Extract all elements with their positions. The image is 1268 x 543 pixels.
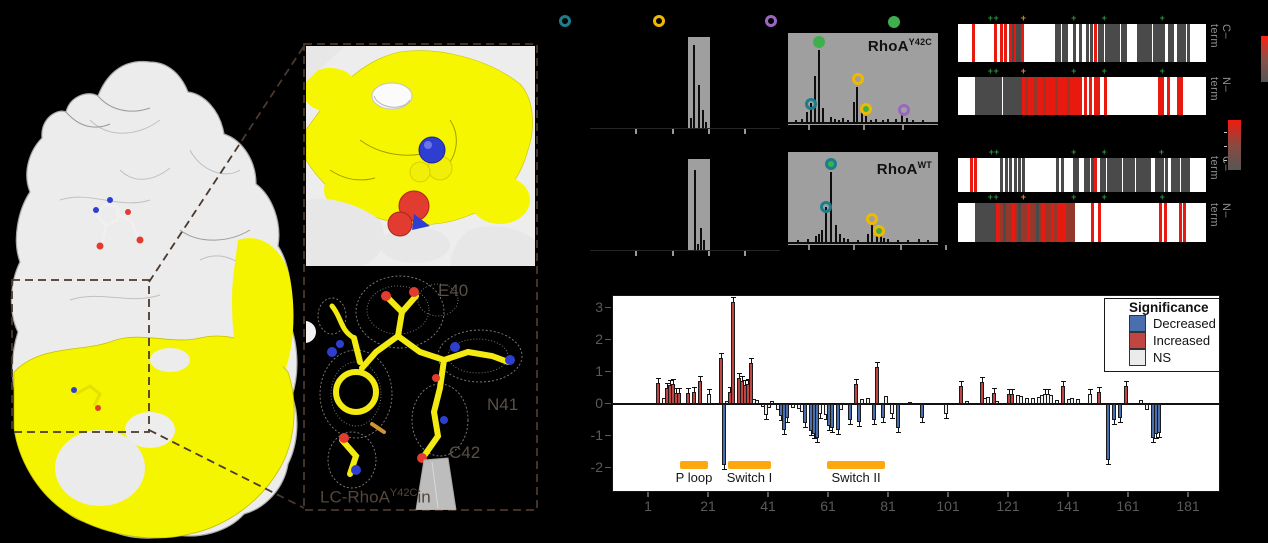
- barcode-label-nterm-2: N–term: [1208, 203, 1232, 227]
- legend-label-increased: Increased: [1153, 333, 1211, 348]
- legend-marker-yellow-ring-icon: [653, 15, 665, 27]
- residue-label-c42: C42: [449, 443, 481, 462]
- modification-mark-icon: +: [1159, 66, 1165, 76]
- legend-swatch-ns: [1129, 349, 1146, 366]
- peak-marker-yellow-green-icon: [873, 225, 885, 237]
- modification-mark-icon: +: [1101, 13, 1107, 23]
- connector-line-bottom: [148, 429, 305, 509]
- modification-mark-icon: +: [988, 147, 995, 157]
- barcode-panel-nterm-y42c: + + + + + +: [958, 67, 1206, 115]
- zoom-spectrum-y42c: RhoAY42C: [788, 33, 938, 130]
- nitrogen-sphere: [418, 136, 446, 164]
- surface-pocket: [371, 82, 413, 110]
- peak-marker-teal-green-icon: [825, 158, 837, 170]
- legend-swatch-increased: [1129, 332, 1146, 349]
- connector-line-top: [148, 45, 305, 283]
- modification-mark-icon: +: [993, 13, 999, 23]
- peak-marker-yellow-icon: [866, 213, 878, 225]
- legend-label-ns: NS: [1153, 350, 1172, 365]
- modification-mark-icon: +: [1101, 147, 1107, 157]
- barcode-label-nterm-1: N–term: [1208, 77, 1232, 101]
- legend-marker-green-dot-icon: [888, 16, 900, 28]
- modification-mark-icon: +: [987, 13, 994, 23]
- oxygen-sphere: [387, 211, 413, 237]
- colorbar-clipped-icon: [1261, 36, 1268, 82]
- modification-mark-icon: +: [1159, 13, 1165, 23]
- modification-mark-icon: +: [1158, 147, 1165, 157]
- zoom-spectrum-wt: RhoAWT: [788, 152, 947, 250]
- modification-mark-icon: +: [1020, 192, 1026, 202]
- protein-surface: [10, 60, 298, 539]
- legend-marker-teal-ring-icon: [559, 15, 571, 27]
- significance-legend: Significance Decreased Increased NS: [1104, 298, 1219, 372]
- residue-sticks-small: [71, 384, 102, 411]
- full-spectrum-y42c: [590, 35, 780, 134]
- modification-mark-icon: +: [993, 66, 999, 76]
- peak-marker-yellow-green-icon: [860, 103, 872, 115]
- region-label: Switch II: [831, 470, 881, 485]
- spectrum-title-wt: RhoAWT: [876, 160, 932, 178]
- barcode-panel-nterm-wt: + + + + + +: [958, 193, 1206, 242]
- zero-line: [613, 403, 1219, 405]
- colorbar-intensity-icon: [1228, 120, 1241, 170]
- legend-label-decreased: Decreased: [1153, 316, 1216, 331]
- selection-box: [11, 279, 150, 433]
- modification-mark-icon: +: [1071, 13, 1077, 23]
- inset-surface-closeup: [306, 46, 535, 266]
- modification-mark-icon: +: [1020, 13, 1026, 23]
- modification-mark-icon: +: [993, 192, 999, 202]
- modification-mark-icon: +: [987, 66, 994, 76]
- region-label: Switch I: [726, 470, 773, 485]
- protein-structure-panel: [10, 43, 538, 539]
- modification-mark-icon: +: [1071, 147, 1077, 157]
- ribbon-strand: [415, 457, 457, 510]
- modification-mark-icon: +: [1071, 66, 1077, 76]
- modification-mark-icon: +: [993, 147, 1000, 157]
- residue-label-n41: N41: [487, 395, 519, 414]
- peak-marker-teal-icon: [820, 201, 832, 213]
- modification-mark-icon: +: [1159, 192, 1165, 202]
- modification-mark-icon: +: [987, 192, 994, 202]
- spectrum-title-y42c: RhoAY42C: [867, 37, 932, 55]
- deuterium-difference-chart: 3 2 1 0 -1 -2 1 21 41 61 81 101 121 141 161 181 P loop…: [575, 290, 1235, 543]
- residue-label-e40: E40: [438, 281, 469, 300]
- inset-frame: [303, 43, 538, 511]
- inset-caption: LC-RhoAY42Cin: [320, 487, 431, 507]
- peak-marker-yellow-icon: [852, 73, 864, 85]
- nitrogen-atoms: [327, 340, 515, 475]
- barcode-panel-cterm-y42c: + + + + + +: [958, 14, 1206, 62]
- peak-marker--green-icon: [813, 36, 825, 48]
- inset-stick-model: [306, 275, 523, 510]
- full-spectrum-wt: [590, 157, 780, 256]
- modification-mark-icon: +: [1020, 66, 1026, 76]
- legend-swatch-decreased: [1129, 315, 1146, 332]
- nucleotide-sticks: [93, 197, 144, 250]
- region-label: P loop: [675, 470, 713, 485]
- barcode-panel-cterm-wt: + + + + +: [958, 148, 1206, 192]
- chart-plot-area: P loop Switch I Switch II Significance Dec…: [612, 295, 1220, 492]
- barcode-label-cterm-1: C–term: [1208, 24, 1232, 48]
- modification-mark-icon: +: [1101, 192, 1107, 202]
- peak-marker-teal-icon: [805, 98, 817, 110]
- legend-title: Significance: [1129, 300, 1209, 315]
- modification-mark-icon: +: [1071, 192, 1077, 202]
- peak-marker-purple-icon: [898, 104, 910, 116]
- modification-mark-icon: +: [1101, 66, 1107, 76]
- legend-marker-purple-ring-icon: [765, 15, 777, 27]
